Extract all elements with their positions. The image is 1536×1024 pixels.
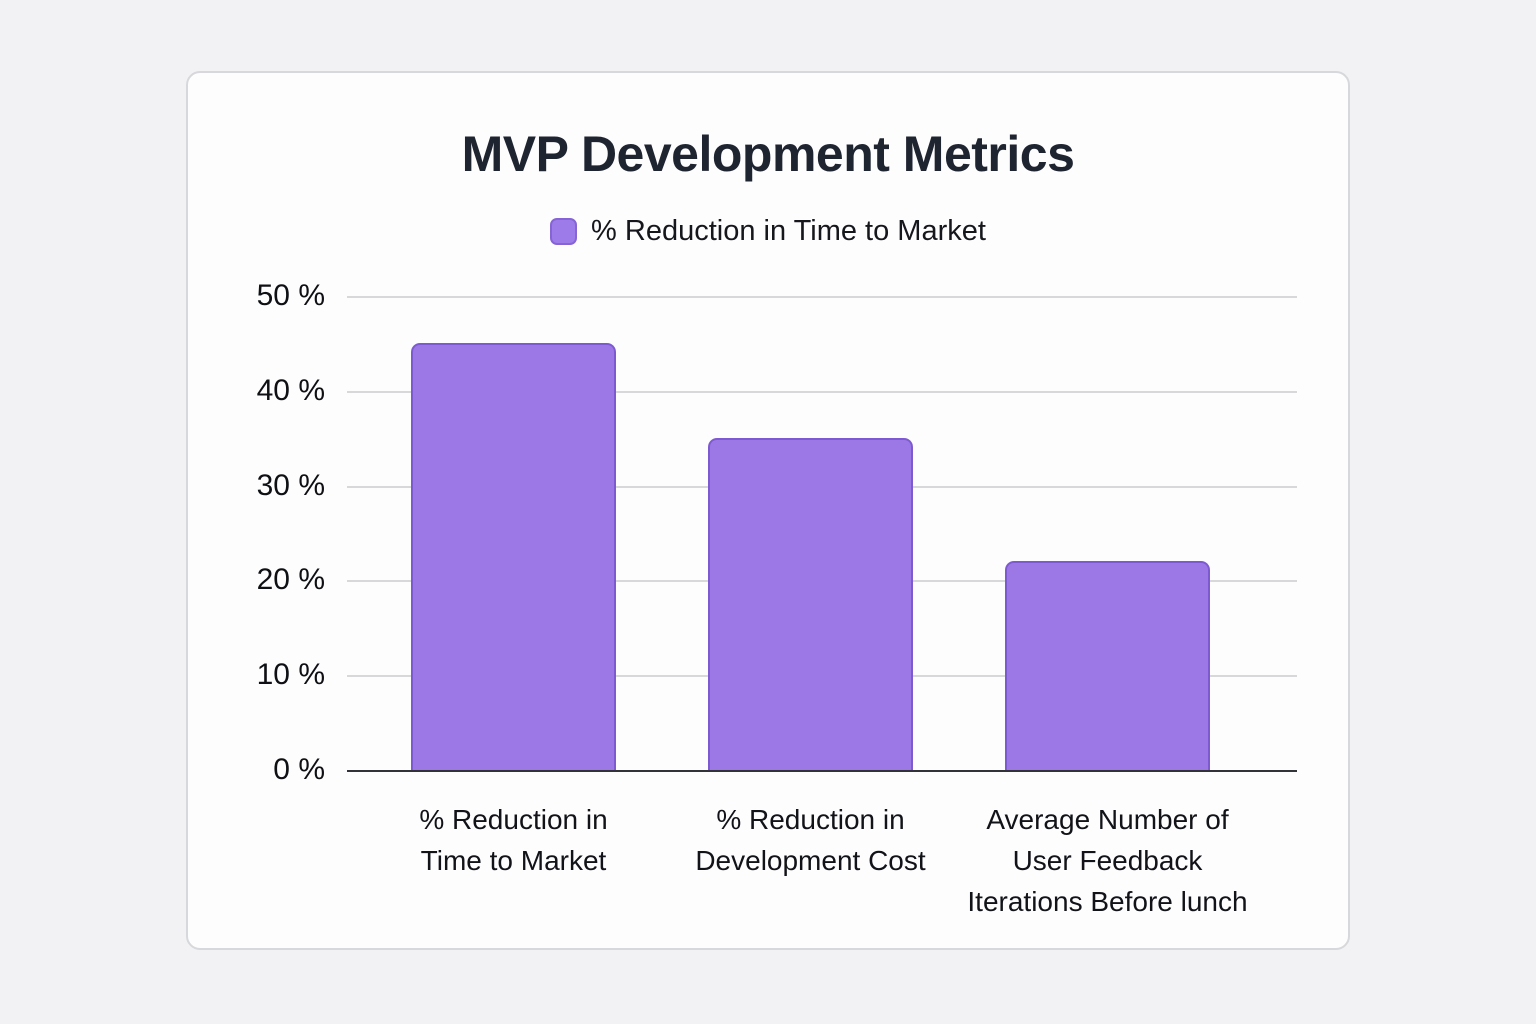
- y-axis-tick-label: 20 %: [256, 563, 325, 597]
- gridline: [347, 390, 1297, 393]
- y-axis-tick-label: 50 %: [256, 279, 325, 312]
- bar[interactable]: [1005, 561, 1210, 770]
- bar[interactable]: [708, 438, 913, 770]
- y-axis-tick-label: 30 %: [256, 468, 325, 502]
- gridline: [347, 296, 1297, 298]
- bar[interactable]: [411, 343, 616, 770]
- x-axis-category-label: % Reduction in Development Cost: [695, 804, 926, 876]
- legend[interactable]: % Reduction in Time to Market: [188, 215, 1348, 248]
- bar-chart-area: 0 % 10 % 20 % 30 % 40 % 50 % % Reduction in Ti…: [188, 73, 1348, 948]
- y-axis-tick-label: 40 %: [256, 373, 325, 407]
- y-axis-tick-label: 0 %: [273, 753, 325, 786]
- legend-label: % Reduction in Time to Market: [591, 215, 986, 247]
- x-axis-line: [347, 770, 1297, 772]
- x-axis-category-label: % Reduction in Time to Market: [419, 804, 608, 876]
- legend-swatch-icon: [550, 218, 578, 245]
- chart-title: MVP Development Metrics: [461, 126, 1075, 182]
- x-axis-category-label: Average Number of User Feedback Iteratio…: [967, 804, 1248, 917]
- y-axis-tick-label: 10 %: [256, 658, 325, 692]
- chart-card: MVP Development Metrics % Reduction in T…: [186, 71, 1350, 950]
